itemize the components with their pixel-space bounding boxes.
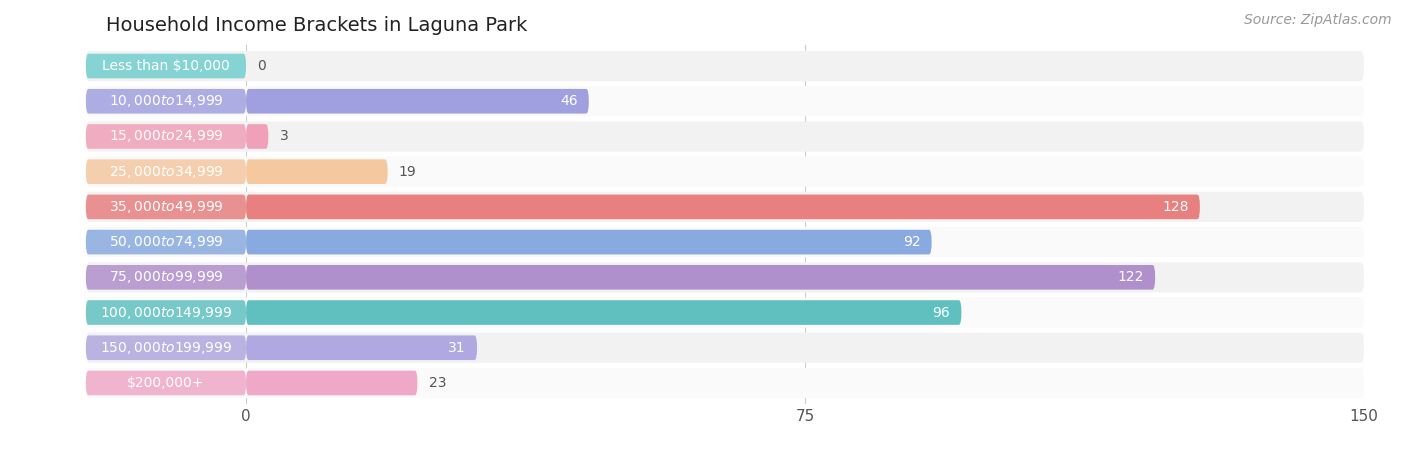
FancyBboxPatch shape xyxy=(86,157,1364,187)
Text: 31: 31 xyxy=(449,341,465,355)
FancyBboxPatch shape xyxy=(86,192,1364,222)
Text: Household Income Brackets in Laguna Park: Household Income Brackets in Laguna Park xyxy=(105,16,527,35)
Text: Less than $10,000: Less than $10,000 xyxy=(103,59,229,73)
FancyBboxPatch shape xyxy=(86,89,246,114)
FancyBboxPatch shape xyxy=(86,368,1364,398)
Text: $50,000 to $74,999: $50,000 to $74,999 xyxy=(108,234,224,250)
Text: 46: 46 xyxy=(560,94,578,108)
FancyBboxPatch shape xyxy=(86,333,1364,363)
Text: $200,000+: $200,000+ xyxy=(128,376,205,390)
FancyBboxPatch shape xyxy=(86,124,246,149)
FancyBboxPatch shape xyxy=(246,194,1199,219)
FancyBboxPatch shape xyxy=(246,335,477,360)
Text: 92: 92 xyxy=(903,235,921,249)
FancyBboxPatch shape xyxy=(86,86,1364,116)
FancyBboxPatch shape xyxy=(86,370,246,395)
FancyBboxPatch shape xyxy=(86,54,246,79)
FancyBboxPatch shape xyxy=(246,230,932,255)
Text: 3: 3 xyxy=(280,129,288,144)
FancyBboxPatch shape xyxy=(246,265,1156,290)
FancyBboxPatch shape xyxy=(246,124,269,149)
Text: 128: 128 xyxy=(1163,200,1188,214)
FancyBboxPatch shape xyxy=(86,159,246,184)
Text: Source: ZipAtlas.com: Source: ZipAtlas.com xyxy=(1244,13,1392,27)
Text: 19: 19 xyxy=(399,165,416,179)
Text: $75,000 to $99,999: $75,000 to $99,999 xyxy=(108,269,224,285)
FancyBboxPatch shape xyxy=(86,262,1364,292)
Text: $25,000 to $34,999: $25,000 to $34,999 xyxy=(108,164,224,180)
FancyBboxPatch shape xyxy=(86,230,246,255)
Text: 122: 122 xyxy=(1118,270,1144,284)
FancyBboxPatch shape xyxy=(86,121,1364,152)
FancyBboxPatch shape xyxy=(86,51,1364,81)
FancyBboxPatch shape xyxy=(86,227,1364,257)
FancyBboxPatch shape xyxy=(86,335,246,360)
FancyBboxPatch shape xyxy=(246,89,589,114)
Text: $150,000 to $199,999: $150,000 to $199,999 xyxy=(100,340,232,356)
Text: $15,000 to $24,999: $15,000 to $24,999 xyxy=(108,128,224,145)
FancyBboxPatch shape xyxy=(86,265,246,290)
FancyBboxPatch shape xyxy=(86,300,246,325)
Text: $100,000 to $149,999: $100,000 to $149,999 xyxy=(100,304,232,321)
FancyBboxPatch shape xyxy=(86,297,1364,328)
Text: 96: 96 xyxy=(932,305,950,320)
FancyBboxPatch shape xyxy=(246,300,962,325)
FancyBboxPatch shape xyxy=(86,194,246,219)
FancyBboxPatch shape xyxy=(246,370,418,395)
Text: $10,000 to $14,999: $10,000 to $14,999 xyxy=(108,93,224,109)
Text: 0: 0 xyxy=(257,59,266,73)
Text: $35,000 to $49,999: $35,000 to $49,999 xyxy=(108,199,224,215)
Text: 23: 23 xyxy=(429,376,446,390)
FancyBboxPatch shape xyxy=(246,159,388,184)
